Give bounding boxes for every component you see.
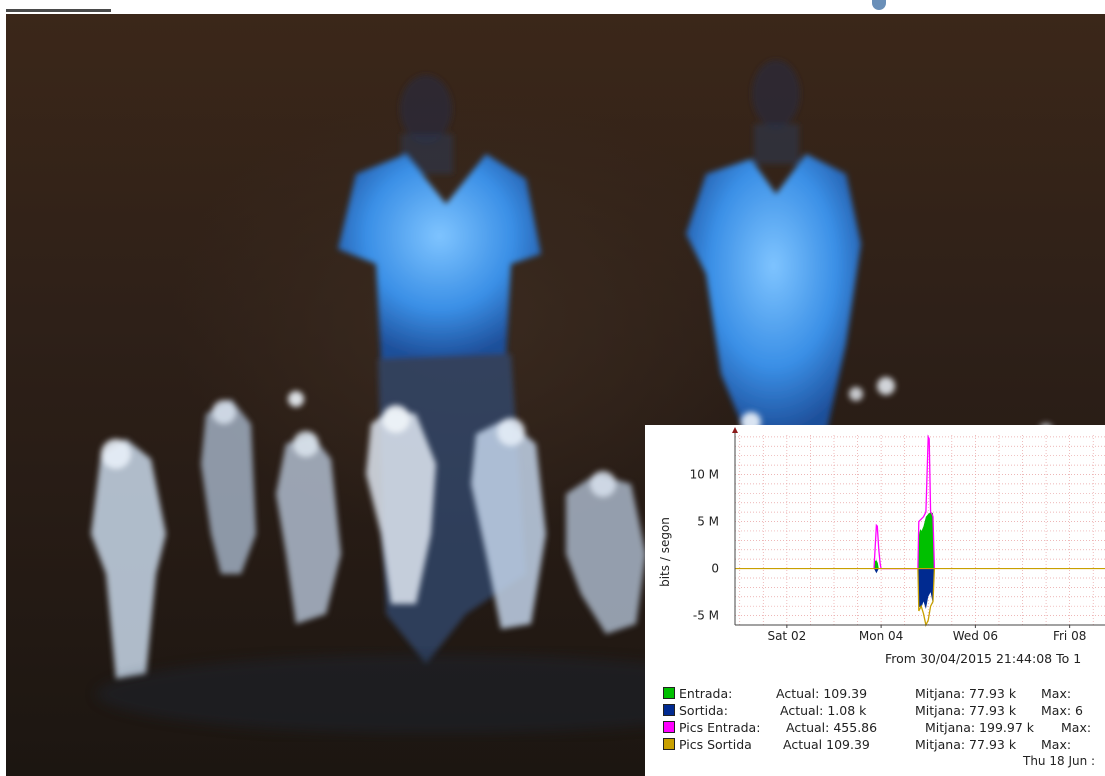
chart-axes: 10 M 5 M 0 -5 M Sat 02 Mon 04 Wed 06 Fri 08	[690, 427, 1105, 643]
legend-mitjana: Mitjana: 77.93 k	[915, 686, 1017, 701]
legend-label: Sortida:	[663, 703, 728, 718]
legend-max: Max:	[1041, 737, 1072, 752]
y-axis-arrow	[732, 427, 738, 433]
x-tick-label: Wed 06	[953, 629, 998, 643]
y-tick-label: 0	[711, 562, 719, 576]
tall-figure-right	[686, 60, 861, 434]
legend-row: Entrada: Actual: 109.39 Mitjana: 77.93 k Ma…	[663, 686, 1105, 702]
y-axis-title: bits / segon	[658, 517, 672, 587]
legend-swatch	[663, 738, 675, 750]
legend-series-name: Pics Entrada:	[679, 720, 761, 735]
stage-photo-figures	[91, 60, 1053, 734]
x-tick-label: Mon 04	[859, 629, 903, 643]
legend-label: Pics Entrada:	[663, 720, 760, 735]
legend-series-name: Pics Sortida	[679, 737, 752, 752]
legend-label: Entrada:	[663, 686, 732, 701]
legend-swatch	[663, 721, 675, 733]
y-tick-label: 5 M	[697, 515, 719, 529]
legend-max: Max:	[1061, 720, 1092, 735]
x-tick-label: Sat 02	[767, 629, 806, 643]
y-tick-label: -5 M	[693, 609, 719, 623]
front-row-figures	[91, 377, 1053, 679]
legend-actual: Actual: 455.86	[786, 720, 878, 735]
footer-date: Thu 18 Jun :	[1023, 754, 1096, 768]
date-range-label: From 30/04/2015 21:44:08 To 1	[885, 651, 1082, 666]
top-strip	[0, 0, 1105, 14]
chart-series	[873, 434, 936, 627]
legend-swatch	[663, 687, 675, 699]
legend-swatch	[663, 704, 675, 716]
legend-actual: Actual 109.39	[783, 737, 870, 752]
legend-label: Pics Sortida	[663, 737, 752, 752]
x-tick-label: Fri 08	[1053, 629, 1086, 643]
stage-photo	[6, 14, 1105, 776]
y-tick-label: 10 M	[690, 468, 719, 482]
series-area-sortida	[874, 568, 935, 609]
series-line-pics-entrada	[873, 434, 936, 570]
legend-row: Sortida: Actual: 1.08 k Mitjana: 77.93 k Ma…	[663, 703, 1105, 719]
header-underline	[6, 9, 111, 12]
traffic-graph-panel: 10 M 5 M 0 -5 M Sat 02 Mon 04 Wed 06 Fri 08 bit…	[645, 425, 1105, 776]
logo-fragment-icon	[872, 0, 886, 10]
legend-series-name: Sortida:	[679, 703, 728, 718]
legend-actual: Actual: 109.39	[776, 686, 868, 701]
legend-mitjana: Mitjana: 77.93 k	[915, 737, 1017, 752]
traffic-chart: 10 M 5 M 0 -5 M Sat 02 Mon 04 Wed 06 Fri 08	[690, 427, 1105, 643]
legend-max: Max:	[1041, 686, 1072, 701]
legend-max: Max: 6	[1041, 703, 1083, 718]
legend-row: Pics Sortida Actual 109.39 Mitjana: 77.93 …	[663, 737, 1105, 753]
legend-mitjana: Mitjana: 77.93 k	[915, 703, 1017, 718]
series-area-entrada	[874, 512, 935, 569]
legend-actual: Actual: 1.08 k	[780, 703, 867, 718]
legend-mitjana: Mitjana: 199.97 k	[925, 720, 1035, 735]
stage-floor-glow	[96, 654, 776, 734]
legend-row: Pics Entrada: Actual: 455.86 Mitjana: 199.…	[663, 720, 1105, 736]
legend-series-name: Entrada:	[679, 686, 733, 701]
